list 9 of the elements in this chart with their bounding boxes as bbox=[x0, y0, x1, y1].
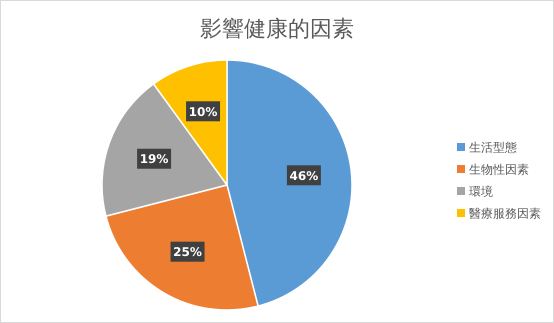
data-label: 25% bbox=[173, 245, 202, 260]
legend-label: 醫療服務因素 bbox=[469, 206, 541, 220]
legend-label: 生活型態 bbox=[469, 140, 517, 154]
data-label: 46% bbox=[290, 168, 318, 183]
legend-label: 生物性因素 bbox=[469, 162, 529, 176]
legend-label: 環境 bbox=[469, 184, 493, 198]
data-label: 10% bbox=[188, 104, 218, 119]
chart-title: 影響健康的因素 bbox=[200, 17, 354, 42]
data-label: 19% bbox=[140, 152, 168, 166]
